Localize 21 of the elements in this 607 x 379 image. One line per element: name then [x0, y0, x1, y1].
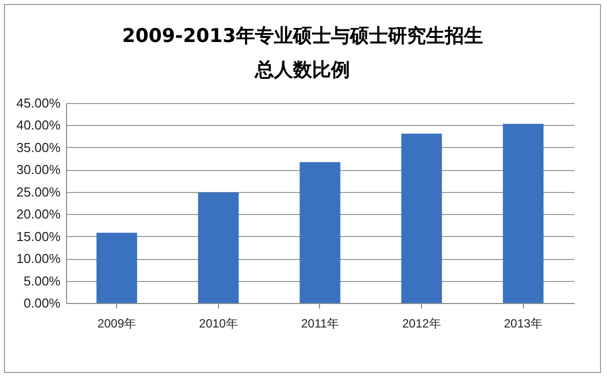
bar	[96, 232, 138, 303]
y-tick-label: 10.00%	[16, 251, 61, 266]
bar	[401, 134, 442, 303]
x-tick-label: 2013年	[504, 316, 543, 330]
y-tick-label: 15.00%	[16, 228, 61, 244]
x-tick-label: 2012年	[402, 316, 441, 330]
bar	[198, 192, 239, 303]
y-tick-label: 40.00%	[16, 118, 61, 133]
x-tick-label: 2009年	[97, 316, 136, 330]
bar	[300, 162, 340, 303]
y-tick-label: 25.00%	[16, 184, 61, 200]
y-tick-label: 20.00%	[16, 206, 61, 222]
y-tick-label: 35.00%	[16, 140, 61, 155]
y-tick-label: 5.00%	[24, 273, 61, 288]
chart-title: 2009-2013年专业硕士与硕士研究生招生总人数比例	[121, 24, 484, 83]
x-tick-label: 2010年	[199, 316, 238, 330]
y-tick-label: 45.00%	[16, 96, 61, 110]
bar	[502, 124, 544, 303]
y-tick-label: 30.00%	[16, 162, 61, 178]
x-tick-label: 2011年	[301, 316, 339, 330]
y-tick-label: 0.00%	[24, 296, 61, 310]
